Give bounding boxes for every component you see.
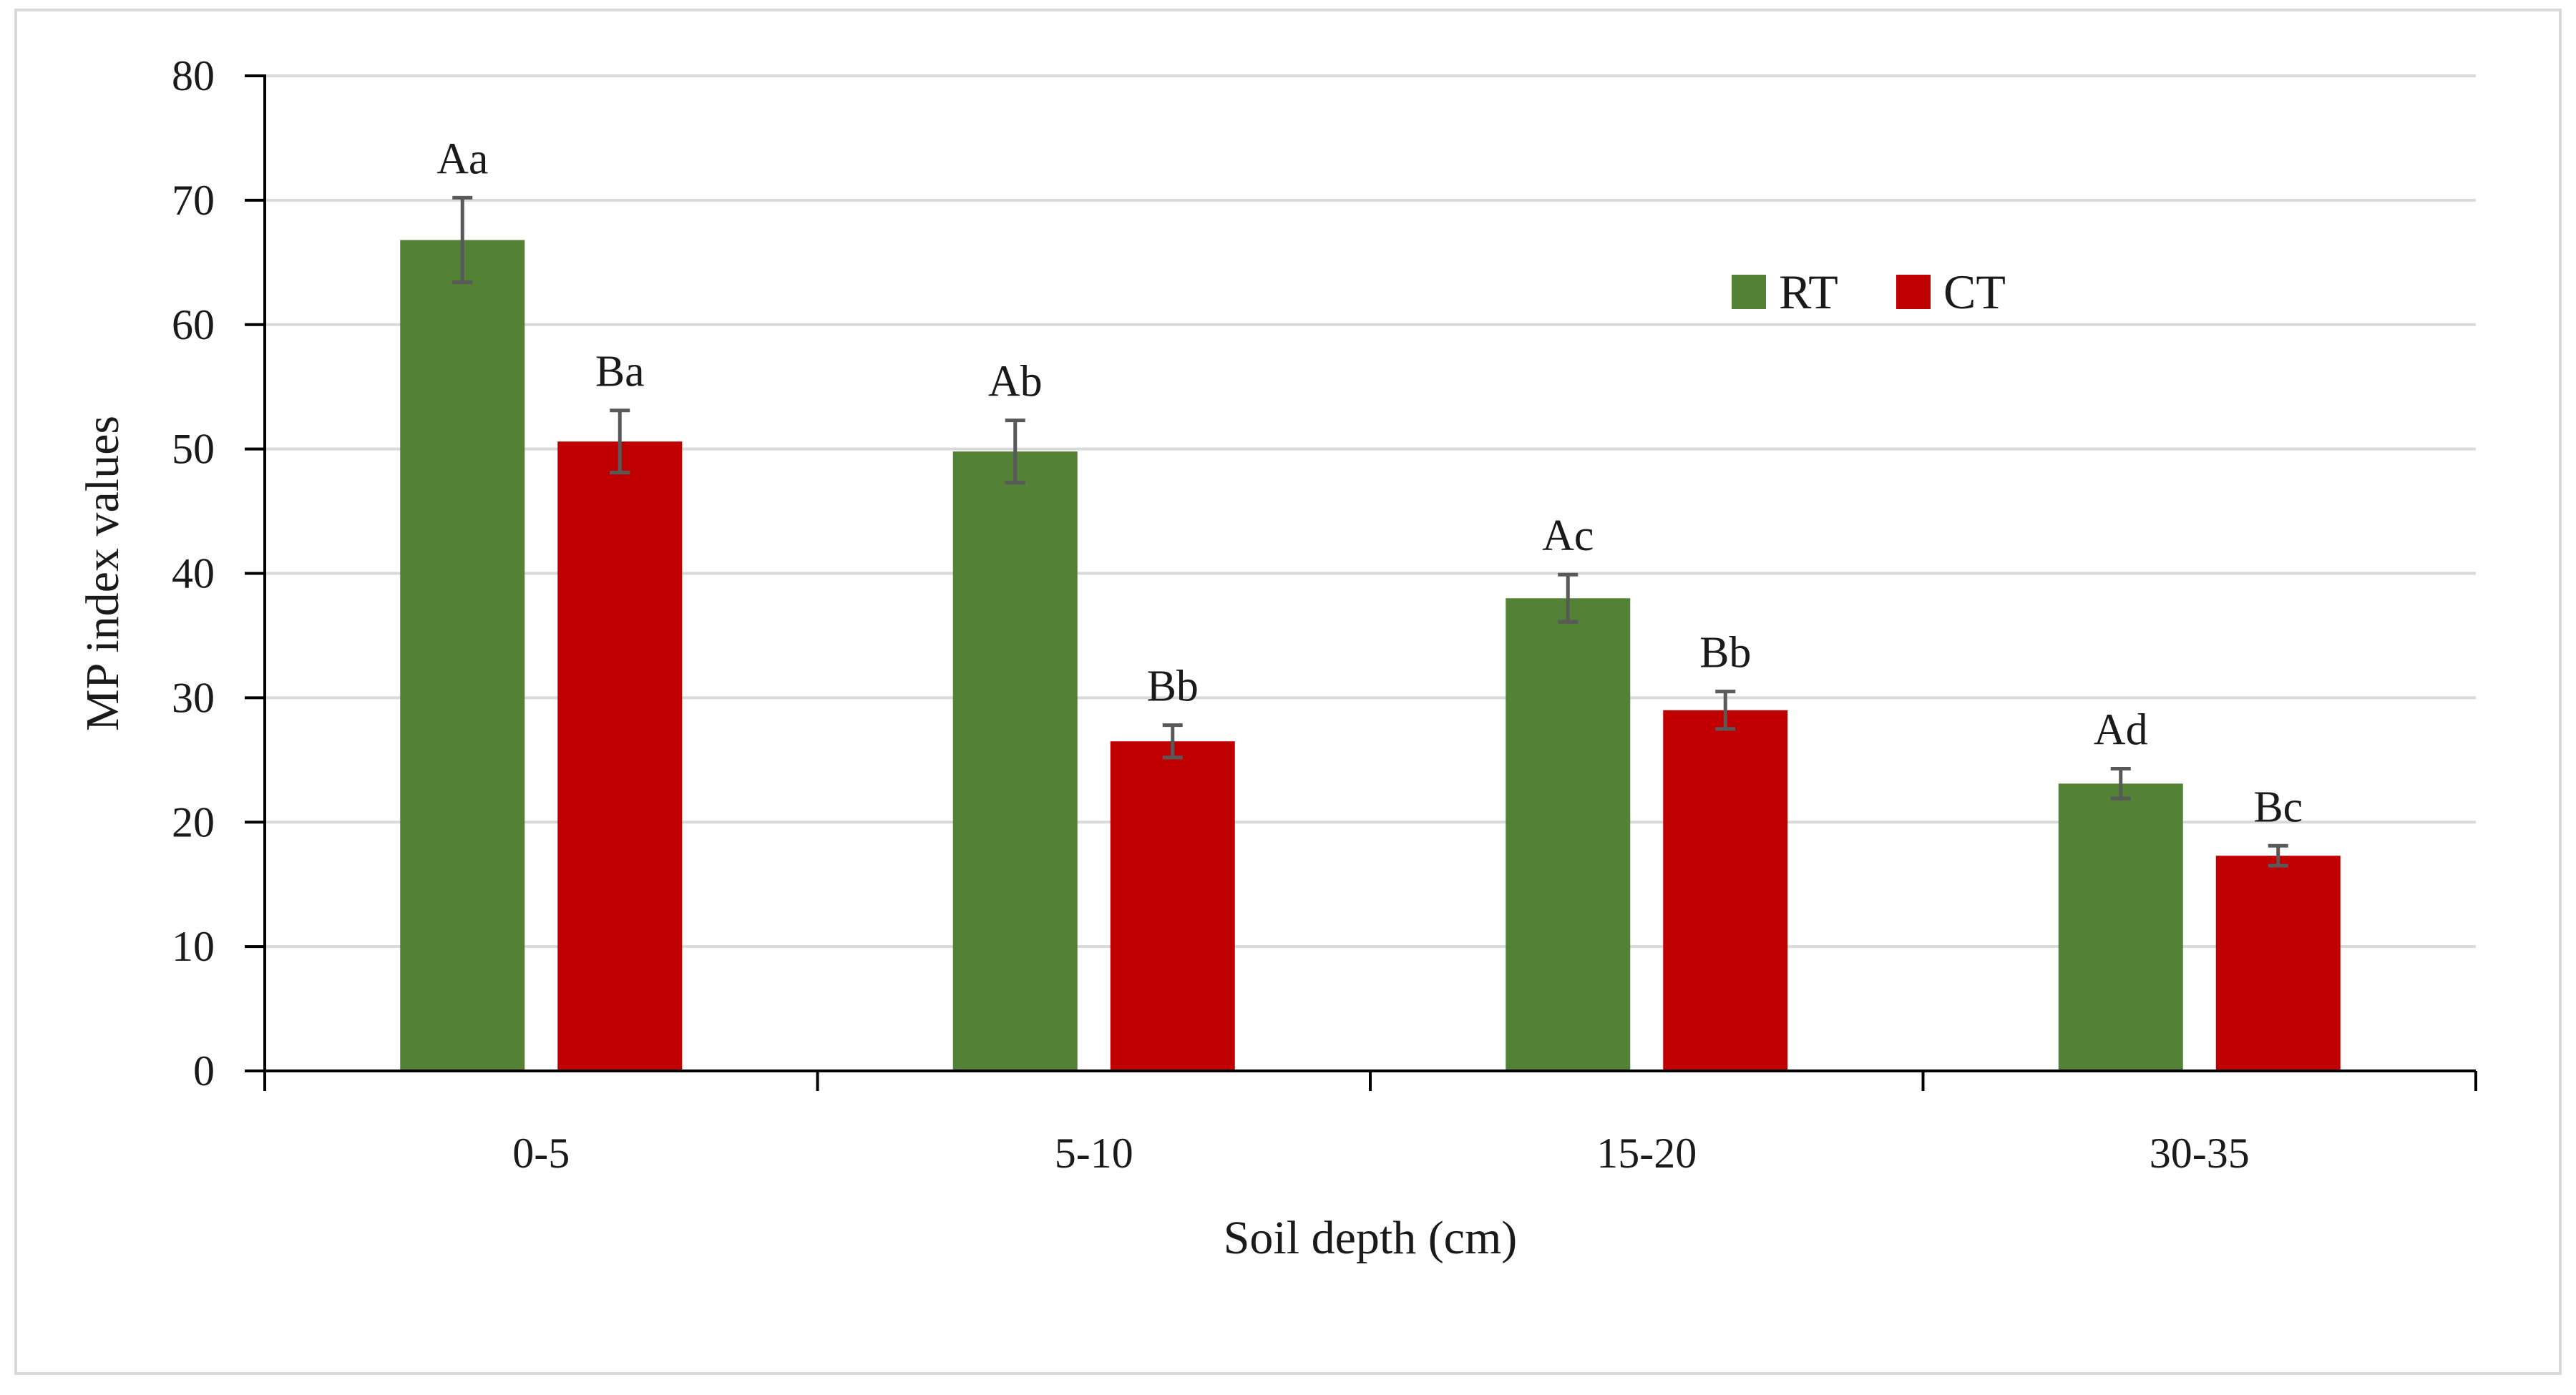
legend-swatch-rt: [1732, 275, 1766, 309]
axes: 0 10 20 30 40 50 60 70 80: [172, 52, 2477, 1095]
y-tick-label: 50: [172, 426, 215, 473]
x-tick-label: 5-10: [1055, 1130, 1133, 1177]
data-label: Ab: [988, 358, 1043, 406]
bar-rt-0-5: [400, 240, 525, 1071]
data-label: Ad: [2094, 705, 2148, 754]
legend-swatch-ct: [1896, 275, 1931, 309]
bar-ct-5-10: [1110, 741, 1235, 1071]
legend-label-ct: CT: [1943, 265, 2006, 319]
data-label: Bc: [2253, 783, 2303, 831]
data-label: Bb: [1147, 662, 1199, 711]
y-tick-label: 80: [172, 52, 215, 99]
bar-ct-30-35: [2215, 856, 2341, 1071]
x-tick-label: 0-5: [512, 1130, 570, 1177]
data-label: Aa: [436, 134, 488, 183]
x-tick-label: 30-35: [2150, 1130, 2250, 1177]
bars: [400, 195, 2341, 1071]
bar-rt-5-10: [952, 451, 1078, 1071]
bar-rt-30-35: [2058, 783, 2183, 1071]
y-tick-label: 30: [172, 674, 215, 721]
data-label: Ac: [1542, 512, 1594, 560]
x-axis-title: Soil depth (cm): [1224, 1212, 1518, 1264]
y-tick-label: 60: [172, 301, 215, 348]
y-tick-label: 40: [172, 550, 215, 597]
x-tick-label: 15-20: [1596, 1130, 1697, 1177]
y-tick-label: 70: [172, 177, 215, 224]
legend-label-rt: RT: [1779, 265, 1838, 319]
y-tick-label: 0: [193, 1047, 215, 1095]
bar-rt-15-20: [1506, 598, 1631, 1071]
y-tick-label: 10: [172, 923, 215, 970]
data-label: Ba: [595, 348, 645, 396]
bar-ct-15-20: [1663, 710, 1788, 1071]
legend: RT CT: [1732, 265, 2006, 319]
bar-ct-0-5: [557, 441, 683, 1071]
y-axis-title: MP index values: [77, 416, 129, 731]
y-tick-label: 20: [172, 798, 215, 846]
labels: Aa Ba 0-5 Ab Bb 5-10 Ac Bb 15-20 Ad Bc 30-35 Soil de…: [77, 134, 2303, 1264]
data-label: Bb: [1699, 629, 1751, 677]
